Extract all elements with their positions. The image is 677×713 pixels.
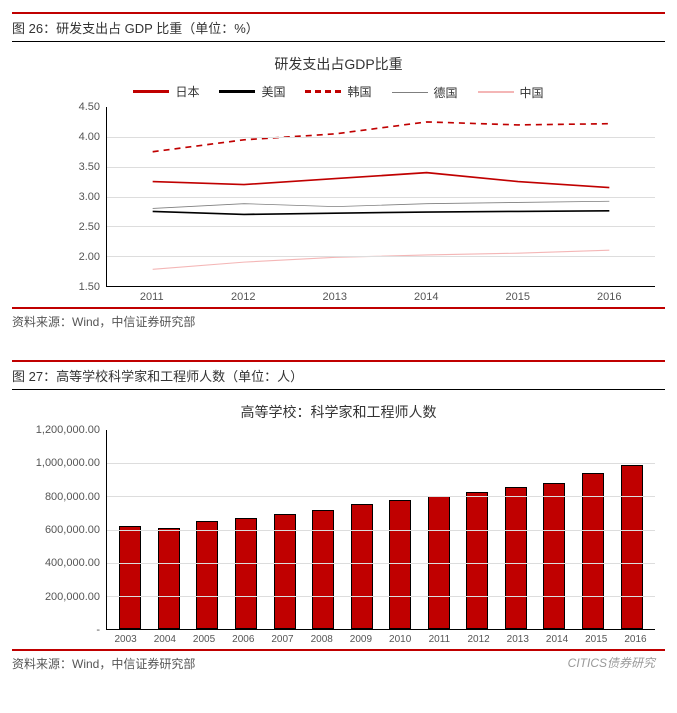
figure-27-header: 图 27：高等学校科学家和工程师人数（单位：人）	[12, 360, 665, 390]
figure-27-plotarea	[106, 430, 655, 630]
figure-27-chart: 高等学校：科学家和工程师人数 1,200,000.001,000,000.008…	[12, 390, 665, 651]
bar	[312, 510, 334, 629]
x-tick: 2011	[106, 291, 198, 303]
gridline	[107, 137, 655, 138]
legend-label: 日本	[175, 83, 199, 100]
series-line	[153, 211, 610, 215]
watermark: CITICS债券研究	[12, 654, 655, 671]
gridline	[107, 563, 655, 564]
series-line	[153, 201, 610, 208]
gridline	[107, 256, 655, 257]
x-tick: 2004	[145, 634, 184, 645]
x-tick: 2016	[616, 634, 655, 645]
figure-26-chart: 研发支出占GDP比重 日本 美国 韩国 德国 中国 4.504.003.503.002.…	[12, 42, 665, 309]
x-tick: 2010	[381, 634, 420, 645]
legend-swatch	[392, 92, 428, 93]
series-line	[153, 250, 610, 269]
gridline	[107, 197, 655, 198]
bar	[119, 526, 141, 629]
figure-26-plotarea	[106, 107, 655, 287]
figure-27: 图 27：高等学校科学家和工程师人数（单位：人） 高等学校：科学家和工程师人数 …	[12, 360, 665, 671]
x-tick: 2014	[537, 634, 576, 645]
x-tick: 2003	[106, 634, 145, 645]
x-tick: 2005	[184, 634, 223, 645]
x-tick: 2013	[498, 634, 537, 645]
x-tick: 2012	[198, 291, 290, 303]
figure-26-legend: 日本 美国 韩国 德国 中国	[22, 82, 655, 101]
gridline	[107, 167, 655, 168]
figure-27-yaxis: 1,200,000.001,000,000.00800,000.00600,00…	[22, 430, 106, 630]
bar	[621, 465, 643, 629]
legend-swatch	[133, 90, 169, 93]
legend-item: 德国	[392, 84, 458, 101]
legend-label: 中国	[520, 84, 544, 101]
legend-label: 德国	[434, 84, 458, 101]
figure-26-source: 资料来源：Wind，中信证券研究部	[12, 309, 665, 330]
legend-item: 韩国	[305, 83, 371, 100]
figure-27-title: 高等学校：科学家和工程师人数	[22, 402, 655, 422]
bar	[466, 492, 488, 629]
legend-label: 韩国	[347, 83, 371, 100]
bar	[274, 514, 296, 629]
legend-label: 美国	[261, 83, 285, 100]
bar	[543, 483, 565, 629]
figure-26-header: 图 26：研发支出占 GDP 比重（单位：%）	[12, 12, 665, 42]
gridline	[107, 463, 655, 464]
legend-item: 日本	[133, 83, 199, 100]
x-tick: 2012	[459, 634, 498, 645]
x-tick: 2016	[564, 291, 656, 303]
bar	[158, 528, 180, 629]
figure-26-title: 研发支出占GDP比重	[22, 54, 655, 74]
figure-27-plot: 1,200,000.001,000,000.00800,000.00600,00…	[22, 430, 655, 630]
bar	[235, 518, 257, 629]
bar	[196, 521, 218, 629]
x-tick: 2014	[381, 291, 473, 303]
legend-swatch	[219, 90, 255, 93]
x-tick: 2015	[472, 291, 564, 303]
legend-swatch	[305, 90, 341, 93]
x-tick: 2006	[224, 634, 263, 645]
figure-26: 图 26：研发支出占 GDP 比重（单位：%） 研发支出占GDP比重 日本 美国 韩…	[12, 12, 665, 330]
gridline	[107, 530, 655, 531]
bar	[505, 487, 527, 629]
gridline	[107, 496, 655, 497]
x-tick: 2007	[263, 634, 302, 645]
bar	[389, 500, 411, 629]
figure-26-plot: 4.504.003.503.002.502.001.50	[22, 107, 655, 287]
x-tick: 2013	[289, 291, 381, 303]
legend-item: 美国	[219, 83, 285, 100]
x-tick: 2009	[341, 634, 380, 645]
gridline	[107, 596, 655, 597]
x-tick: 2015	[577, 634, 616, 645]
series-line	[153, 173, 610, 188]
x-tick: 2008	[302, 634, 341, 645]
legend-swatch	[478, 91, 514, 93]
figure-26-xaxis: 201120122013201420152016	[106, 287, 655, 303]
x-tick: 2011	[420, 634, 459, 645]
figure-26-yaxis: 4.504.003.503.002.502.001.50	[22, 107, 106, 287]
bar	[351, 504, 373, 629]
legend-item: 中国	[478, 84, 544, 101]
gridline	[107, 226, 655, 227]
figure-27-xaxis: 2003200420052006200720082009201020112012…	[106, 630, 655, 645]
